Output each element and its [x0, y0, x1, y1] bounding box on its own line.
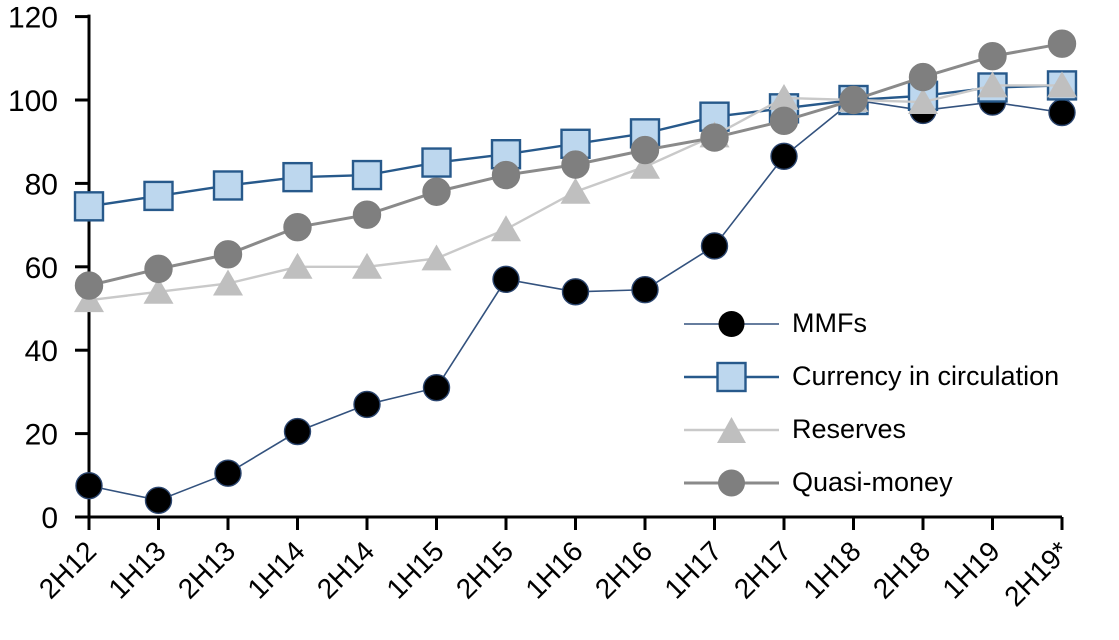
- legend-item-mmfs: MMFs: [684, 297, 1116, 350]
- legend-label-reserves: Reserves: [792, 414, 907, 444]
- marker-reserves: [977, 71, 1008, 98]
- legend-label-mmfs: MMFs: [792, 308, 867, 338]
- legend-item-currency: Currency in circulation: [684, 350, 1116, 403]
- marker-reserves: [213, 269, 243, 296]
- marker-quasi-money: [700, 123, 729, 152]
- marker-reserves: [1047, 71, 1077, 98]
- marker-quasi-money: [491, 160, 521, 190]
- marker-quasi-money: [839, 85, 868, 115]
- x-tick-label: 2H18: [867, 535, 936, 604]
- marker-quasi-money: [630, 135, 660, 165]
- marker-reserves: [630, 152, 660, 179]
- reserves-legend-marker-icon: [684, 416, 779, 443]
- x-tick-label: 2H13: [172, 535, 241, 604]
- marker-mmfs: [770, 142, 798, 170]
- legend-label-currency: Currency in circulation: [792, 361, 1060, 391]
- marker-mmfs: [492, 265, 520, 294]
- x-tick-label: 1H14: [241, 535, 310, 604]
- marker-currency-in-circulation: [282, 161, 313, 193]
- marker-reserves: [491, 215, 521, 242]
- marker-currency-in-circulation: [73, 191, 105, 222]
- legend-item-reserves: Reserves: [684, 403, 1116, 456]
- marker-mmfs: [1048, 98, 1076, 127]
- marker-mmfs: [353, 390, 381, 419]
- y-tick-label: 120: [8, 2, 58, 35]
- marker-quasi-money: [74, 271, 104, 300]
- y-tick-label: 40: [25, 335, 58, 368]
- marker-reserves: [769, 83, 799, 110]
- marker-mmfs: [75, 472, 103, 500]
- x-tick-label: 1H17: [658, 535, 727, 604]
- x-tick-label: 2H14: [311, 535, 380, 604]
- marker-reserves: [143, 277, 174, 304]
- marker-currency-in-circulation: [421, 147, 452, 178]
- quasi-money-legend-marker-icon: [684, 469, 779, 496]
- marker-quasi-money: [352, 200, 382, 229]
- marker-quasi-money: [213, 240, 243, 269]
- y-tick-label: 100: [8, 85, 58, 118]
- marker-mmfs: [561, 278, 590, 306]
- mmfs-legend-marker-icon: [684, 310, 779, 337]
- marker-mmfs: [700, 232, 729, 260]
- marker-reserves: [352, 252, 382, 279]
- marker-currency-in-circulation: [212, 170, 244, 201]
- x-tick-label: 1H19: [936, 535, 1005, 604]
- x-tick-label: 1H13: [102, 535, 171, 604]
- marker-quasi-money: [422, 177, 451, 206]
- y-tick-label: 60: [25, 252, 58, 285]
- x-tick-label: 2H12: [33, 535, 102, 604]
- y-tick-label: 0: [41, 502, 58, 535]
- marker-quasi-money: [561, 150, 590, 179]
- x-tick-label: 2H16: [589, 535, 658, 604]
- x-tick-label: 2H17: [728, 535, 797, 604]
- marker-quasi-money: [283, 212, 312, 242]
- marker-reserves: [560, 177, 591, 204]
- marker-mmfs: [283, 417, 312, 446]
- marker-quasi-money: [978, 42, 1007, 71]
- legend-label-quasi-money: Quasi-money: [792, 467, 953, 497]
- marker-mmfs: [631, 276, 659, 304]
- marker-reserves: [421, 244, 452, 271]
- marker-mmfs: [144, 486, 173, 515]
- x-tick-label: 2H19*: [998, 535, 1075, 612]
- marker-quasi-money: [908, 62, 938, 92]
- x-tick-label: 1H15: [380, 535, 449, 604]
- currency-legend-marker-icon: [684, 361, 779, 392]
- x-tick-label: 2H15: [450, 535, 519, 604]
- marker-quasi-money: [144, 254, 173, 284]
- marker-currency-in-circulation: [490, 139, 522, 170]
- x-tick-label: 1H18: [797, 535, 866, 604]
- x-tick-label: 1H16: [519, 535, 588, 604]
- marker-quasi-money: [769, 106, 799, 136]
- y-tick-label: 20: [25, 419, 58, 452]
- y-tick-label: 80: [25, 168, 58, 201]
- marker-mmfs: [214, 459, 242, 487]
- chart-legend: MMFs Currency in circulation Reserves Qu…: [684, 297, 1116, 509]
- marker-reserves: [908, 88, 938, 115]
- marker-reserves: [282, 252, 313, 279]
- marker-quasi-money: [1047, 29, 1077, 58]
- marker-currency-in-circulation: [143, 180, 174, 212]
- legend-item-quasi-money: Quasi-money: [684, 456, 1116, 509]
- marker-mmfs: [422, 374, 451, 402]
- marker-currency-in-circulation: [351, 159, 383, 191]
